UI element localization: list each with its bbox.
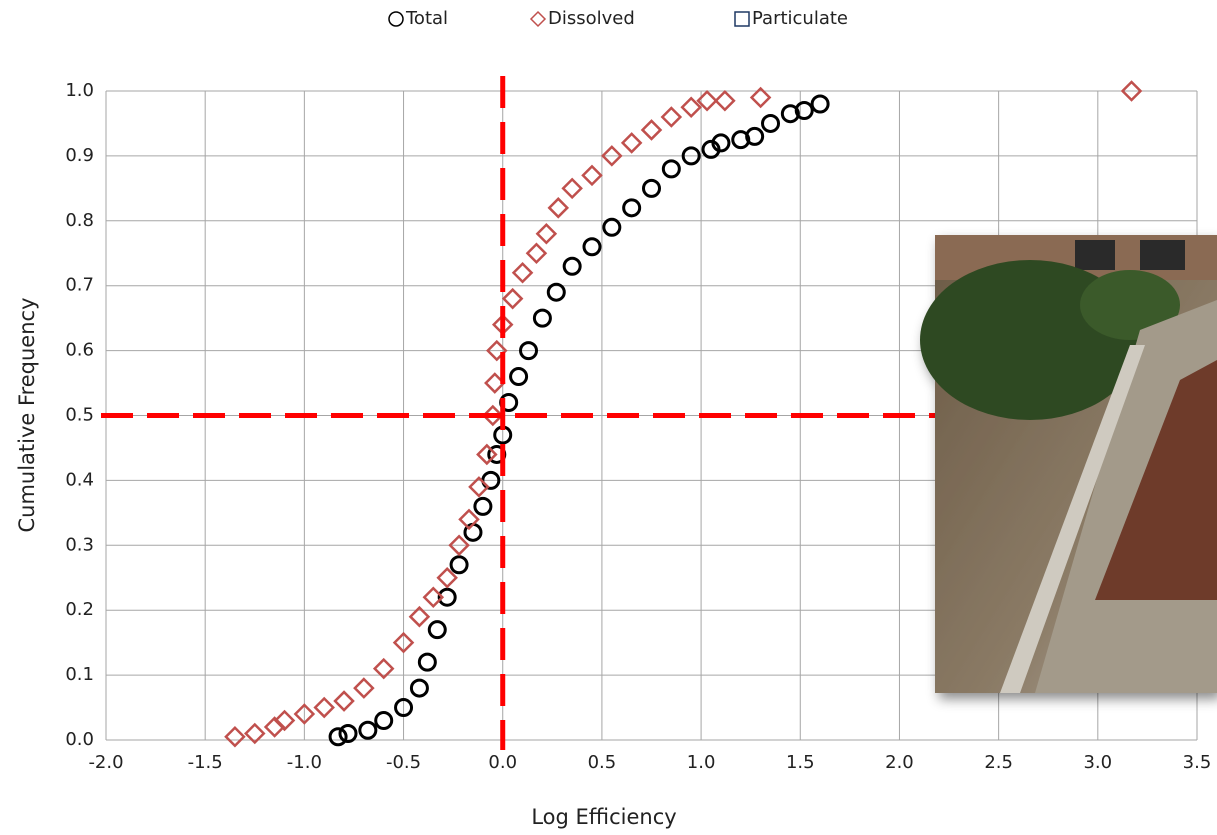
legend-label: Total xyxy=(405,8,448,29)
point xyxy=(501,287,524,310)
x-tick-label: 1.0 xyxy=(687,752,716,773)
x-tick-label: 2.0 xyxy=(885,752,914,773)
point xyxy=(562,256,582,276)
point xyxy=(547,197,570,219)
point xyxy=(353,677,375,699)
point xyxy=(409,678,429,698)
point xyxy=(532,308,552,328)
y-tick-label: 0.3 xyxy=(65,534,94,555)
point xyxy=(224,725,246,748)
point xyxy=(519,341,539,361)
point xyxy=(374,711,394,731)
point xyxy=(468,476,490,498)
point xyxy=(437,587,457,607)
legend-label: Particulate xyxy=(752,8,848,29)
point xyxy=(328,727,348,747)
point xyxy=(293,703,316,725)
point xyxy=(642,178,661,198)
point xyxy=(449,555,469,575)
point xyxy=(486,339,508,362)
legend-marker xyxy=(388,11,404,27)
point xyxy=(794,100,814,120)
point xyxy=(427,620,447,640)
point xyxy=(661,159,681,179)
y-tick-label: 1.0 xyxy=(65,80,94,101)
y-tick-label: 0.2 xyxy=(65,599,94,620)
point xyxy=(392,631,415,654)
y-tick-label: 0.7 xyxy=(65,275,94,296)
photo-inset xyxy=(920,235,1217,693)
x-axis-title: Log Efficiency xyxy=(531,805,676,829)
point xyxy=(408,605,431,628)
point xyxy=(696,89,718,112)
point xyxy=(622,198,642,218)
legend-marker xyxy=(734,11,750,27)
y-tick-label: 0.6 xyxy=(65,340,94,361)
point xyxy=(244,722,266,745)
point xyxy=(422,586,445,608)
point xyxy=(582,237,602,257)
point xyxy=(810,94,830,114)
legend-label: Dissolved xyxy=(548,8,635,29)
point xyxy=(620,132,643,154)
point xyxy=(711,133,731,153)
point xyxy=(601,145,623,167)
y-tick-label: 0.1 xyxy=(65,664,94,685)
point xyxy=(372,657,395,680)
point xyxy=(680,96,702,118)
point xyxy=(448,534,470,557)
point xyxy=(273,709,296,732)
x-tick-label: 0.5 xyxy=(588,752,617,773)
x-tick-label: 0.0 xyxy=(488,752,517,773)
point xyxy=(761,113,781,133)
point xyxy=(525,242,548,265)
point xyxy=(338,724,358,744)
point xyxy=(417,652,437,672)
point xyxy=(1120,80,1143,102)
y-tick-label: 0.4 xyxy=(65,469,94,490)
point xyxy=(473,496,493,516)
point xyxy=(333,690,355,712)
x-tick-label: 3.5 xyxy=(1183,752,1212,773)
x-tick-label: 2.5 xyxy=(984,752,1013,773)
x-tick-label: -1.0 xyxy=(287,752,322,773)
point xyxy=(458,508,480,531)
point xyxy=(602,217,622,237)
point xyxy=(640,119,663,141)
x-tick-label: -2.0 xyxy=(88,752,123,773)
point xyxy=(714,89,736,112)
y-axis-title: Cumulative Frequency xyxy=(15,297,39,532)
y-tick-label: 0.8 xyxy=(65,210,94,231)
point xyxy=(476,443,498,466)
point xyxy=(745,126,765,146)
point xyxy=(482,404,504,427)
point xyxy=(681,146,701,166)
point xyxy=(660,106,683,128)
legend-marker xyxy=(529,10,547,28)
x-tick-label: -0.5 xyxy=(386,752,421,773)
y-tick-label: 0.9 xyxy=(65,145,94,166)
point xyxy=(358,720,378,740)
x-tick-label: 1.5 xyxy=(786,752,815,773)
point xyxy=(561,177,583,200)
point xyxy=(509,367,529,387)
point xyxy=(511,261,534,284)
x-tick-label: -1.5 xyxy=(188,752,223,773)
point xyxy=(394,698,414,718)
point xyxy=(749,86,772,109)
x-tick-label: 3.0 xyxy=(1083,752,1112,773)
point xyxy=(546,282,566,302)
point xyxy=(581,164,603,187)
point xyxy=(313,696,335,719)
y-tick-label: 0.0 xyxy=(65,729,94,750)
point xyxy=(436,566,458,589)
point xyxy=(535,223,558,245)
y-tick-label: 0.5 xyxy=(65,405,94,426)
